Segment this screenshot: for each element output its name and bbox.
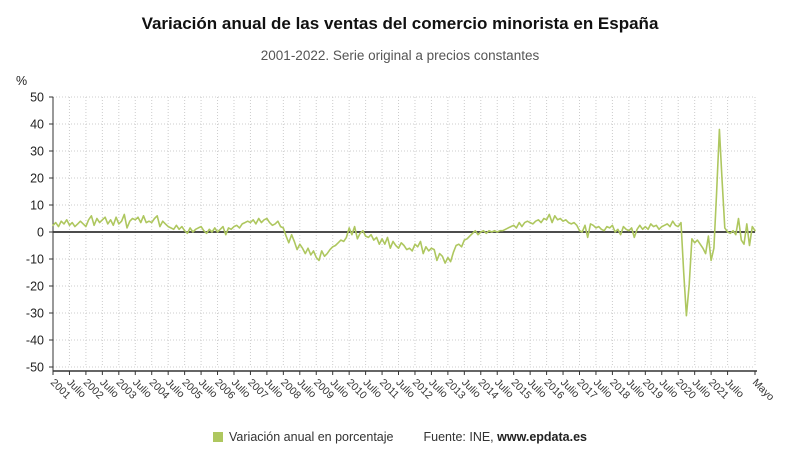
- y-axis-labels: 50 40 30 20 10 0 -10 -20 -30 -40 -50: [26, 91, 44, 375]
- y-tick-label: -10: [26, 253, 44, 267]
- y-tick-label: 10: [30, 199, 44, 213]
- x-axis-labels: 2001Julio2002Julio2003Julio2004Julio2005…: [48, 377, 777, 404]
- source-prefix: Fuente: INE,: [423, 430, 498, 444]
- x-tick-label: Mayo: [750, 377, 777, 404]
- chart-subtitle: 2001-2022. Serie original a precios cons…: [260, 48, 540, 63]
- y-tick-label: 20: [30, 172, 44, 186]
- source-text: Fuente: INE, www.epdata.es: [423, 430, 587, 444]
- source-link[interactable]: www.epdata.es: [497, 430, 587, 444]
- y-tick-label: -50: [26, 361, 44, 375]
- series-line: [52, 128, 756, 317]
- y-tick-label: 50: [30, 91, 44, 105]
- axes: [49, 96, 757, 375]
- y-tick-label: -40: [26, 334, 44, 348]
- legend-swatch: [213, 432, 224, 442]
- chart-title: Variación anual de las ventas del comerc…: [141, 14, 659, 33]
- chart-footer: Variación anual en porcentaje Fuente: IN…: [0, 430, 800, 444]
- legend-item: Variación anual en porcentaje: [213, 430, 393, 444]
- y-tick-label: -20: [26, 280, 44, 294]
- y-tick-label: 40: [30, 118, 44, 132]
- y-tick-label: 0: [37, 226, 44, 240]
- y-axis-unit-label: %: [16, 74, 28, 88]
- y-tick-label: -30: [26, 307, 44, 321]
- legend-label: Variación anual en porcentaje: [229, 430, 394, 444]
- y-tick-label: 30: [30, 145, 44, 159]
